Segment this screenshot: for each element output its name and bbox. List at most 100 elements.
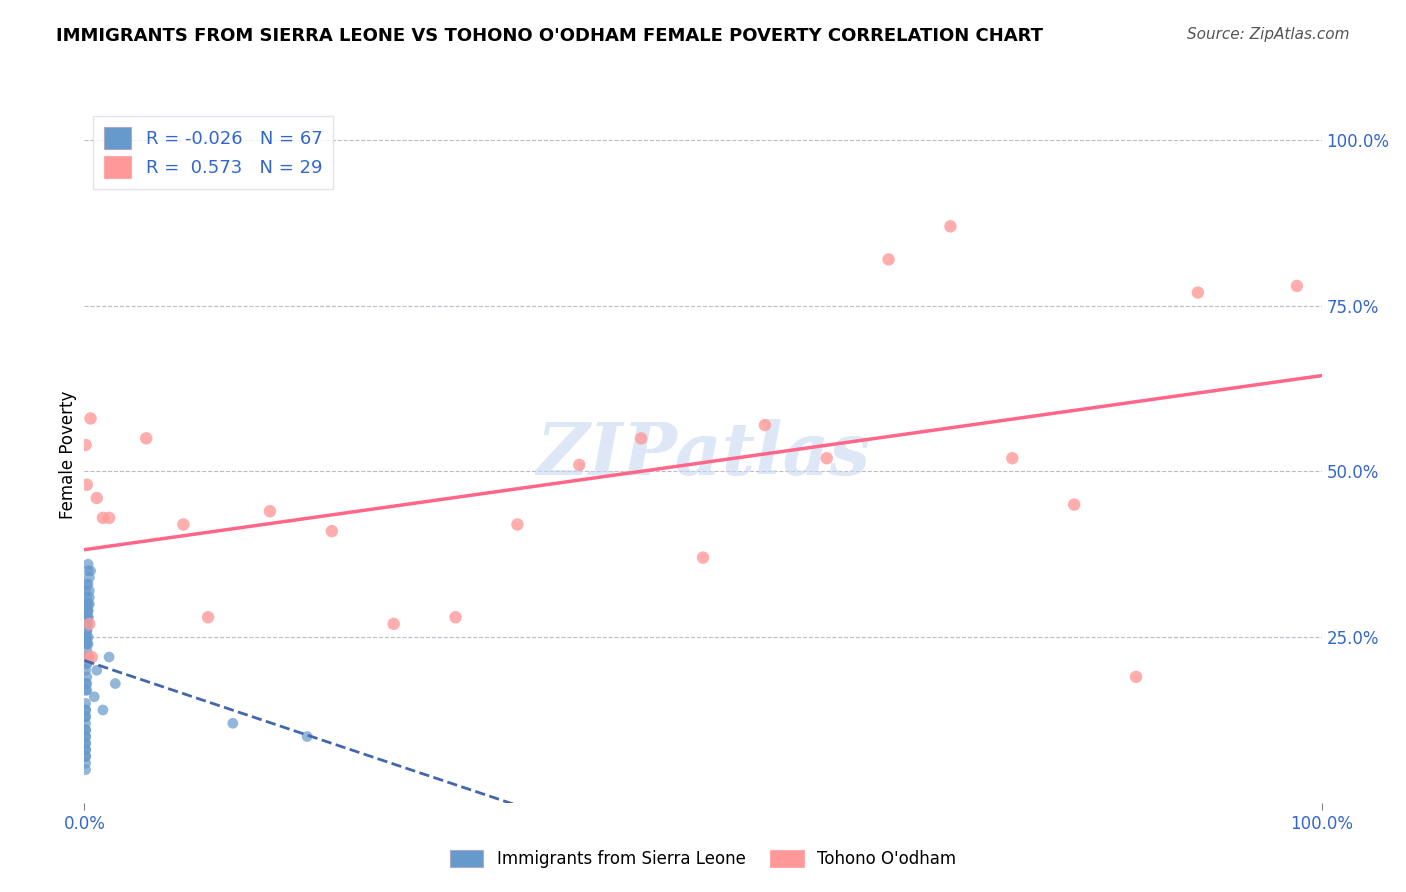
Point — [754, 418, 776, 433]
Point — [75, 763, 97, 777]
Point — [80, 650, 103, 665]
Point — [75, 663, 97, 677]
Point — [76, 597, 98, 611]
Point — [77, 604, 100, 618]
Point — [321, 524, 343, 538]
Y-axis label: Female Poverty: Female Poverty — [59, 391, 77, 519]
Point — [91, 511, 114, 525]
Legend: Immigrants from Sierra Leone, Tohono O'odham: Immigrants from Sierra Leone, Tohono O'o… — [443, 843, 963, 875]
Point — [77, 597, 100, 611]
Point — [76, 637, 98, 651]
Point — [75, 723, 97, 737]
Point — [939, 219, 962, 234]
Point — [75, 683, 97, 698]
Point — [77, 564, 100, 578]
Point — [75, 756, 97, 770]
Point — [76, 604, 98, 618]
Point — [77, 616, 100, 631]
Point — [77, 610, 100, 624]
Point — [76, 624, 98, 638]
Point — [76, 477, 98, 491]
Point — [77, 604, 100, 618]
Point — [1125, 670, 1147, 684]
Text: ZIPatlas: ZIPatlas — [536, 419, 870, 491]
Point — [295, 730, 318, 744]
Point — [75, 676, 97, 690]
Point — [77, 650, 100, 665]
Point — [79, 583, 101, 598]
Point — [79, 564, 101, 578]
Point — [76, 577, 98, 591]
Point — [76, 616, 98, 631]
Point — [75, 703, 97, 717]
Point — [1001, 451, 1024, 466]
Point — [75, 736, 97, 750]
Point — [83, 690, 105, 704]
Point — [382, 616, 405, 631]
Point — [506, 517, 529, 532]
Text: IMMIGRANTS FROM SIERRA LEONE VS TOHONO O'ODHAM FEMALE POVERTY CORRELATION CHART: IMMIGRANTS FROM SIERRA LEONE VS TOHONO O… — [56, 27, 1043, 45]
Point — [444, 610, 467, 624]
Point — [630, 431, 652, 445]
Point — [75, 716, 97, 731]
Point — [77, 637, 100, 651]
Point — [76, 630, 98, 644]
Point — [98, 650, 121, 665]
Point — [76, 591, 98, 605]
Point — [877, 252, 900, 267]
Point — [75, 583, 97, 598]
Point — [76, 637, 98, 651]
Point — [1187, 285, 1209, 300]
Point — [76, 624, 98, 638]
Point — [259, 504, 281, 518]
Point — [75, 749, 97, 764]
Point — [75, 610, 97, 624]
Point — [79, 597, 101, 611]
Point — [1285, 279, 1308, 293]
Point — [75, 730, 97, 744]
Point — [692, 550, 714, 565]
Point — [222, 716, 245, 731]
Point — [75, 736, 97, 750]
Point — [76, 650, 98, 665]
Point — [75, 697, 97, 711]
Point — [75, 630, 97, 644]
Point — [172, 517, 194, 532]
Point — [86, 663, 108, 677]
Point — [76, 643, 98, 657]
Point — [75, 730, 97, 744]
Point — [75, 438, 97, 452]
Point — [91, 703, 114, 717]
Point — [77, 630, 100, 644]
Point — [75, 743, 97, 757]
Point — [75, 749, 97, 764]
Point — [75, 723, 97, 737]
Point — [77, 577, 100, 591]
Point — [197, 610, 219, 624]
Point — [815, 451, 838, 466]
Point — [76, 670, 98, 684]
Point — [568, 458, 591, 472]
Point — [75, 743, 97, 757]
Point — [76, 676, 98, 690]
Point — [104, 676, 127, 690]
Point — [1063, 498, 1085, 512]
Point — [75, 709, 97, 723]
Text: Source: ZipAtlas.com: Source: ZipAtlas.com — [1187, 27, 1350, 42]
Point — [76, 657, 98, 671]
Point — [135, 431, 157, 445]
Point — [76, 657, 98, 671]
Point — [77, 558, 100, 572]
Point — [79, 411, 101, 425]
Legend: R = -0.026   N = 67, R =  0.573   N = 29: R = -0.026 N = 67, R = 0.573 N = 29 — [93, 116, 333, 189]
Point — [79, 570, 101, 584]
Point — [76, 683, 98, 698]
Point — [86, 491, 108, 505]
Point — [79, 616, 101, 631]
Point — [75, 709, 97, 723]
Point — [98, 511, 121, 525]
Point — [77, 610, 100, 624]
Point — [79, 591, 101, 605]
Point — [76, 610, 98, 624]
Point — [75, 650, 97, 665]
